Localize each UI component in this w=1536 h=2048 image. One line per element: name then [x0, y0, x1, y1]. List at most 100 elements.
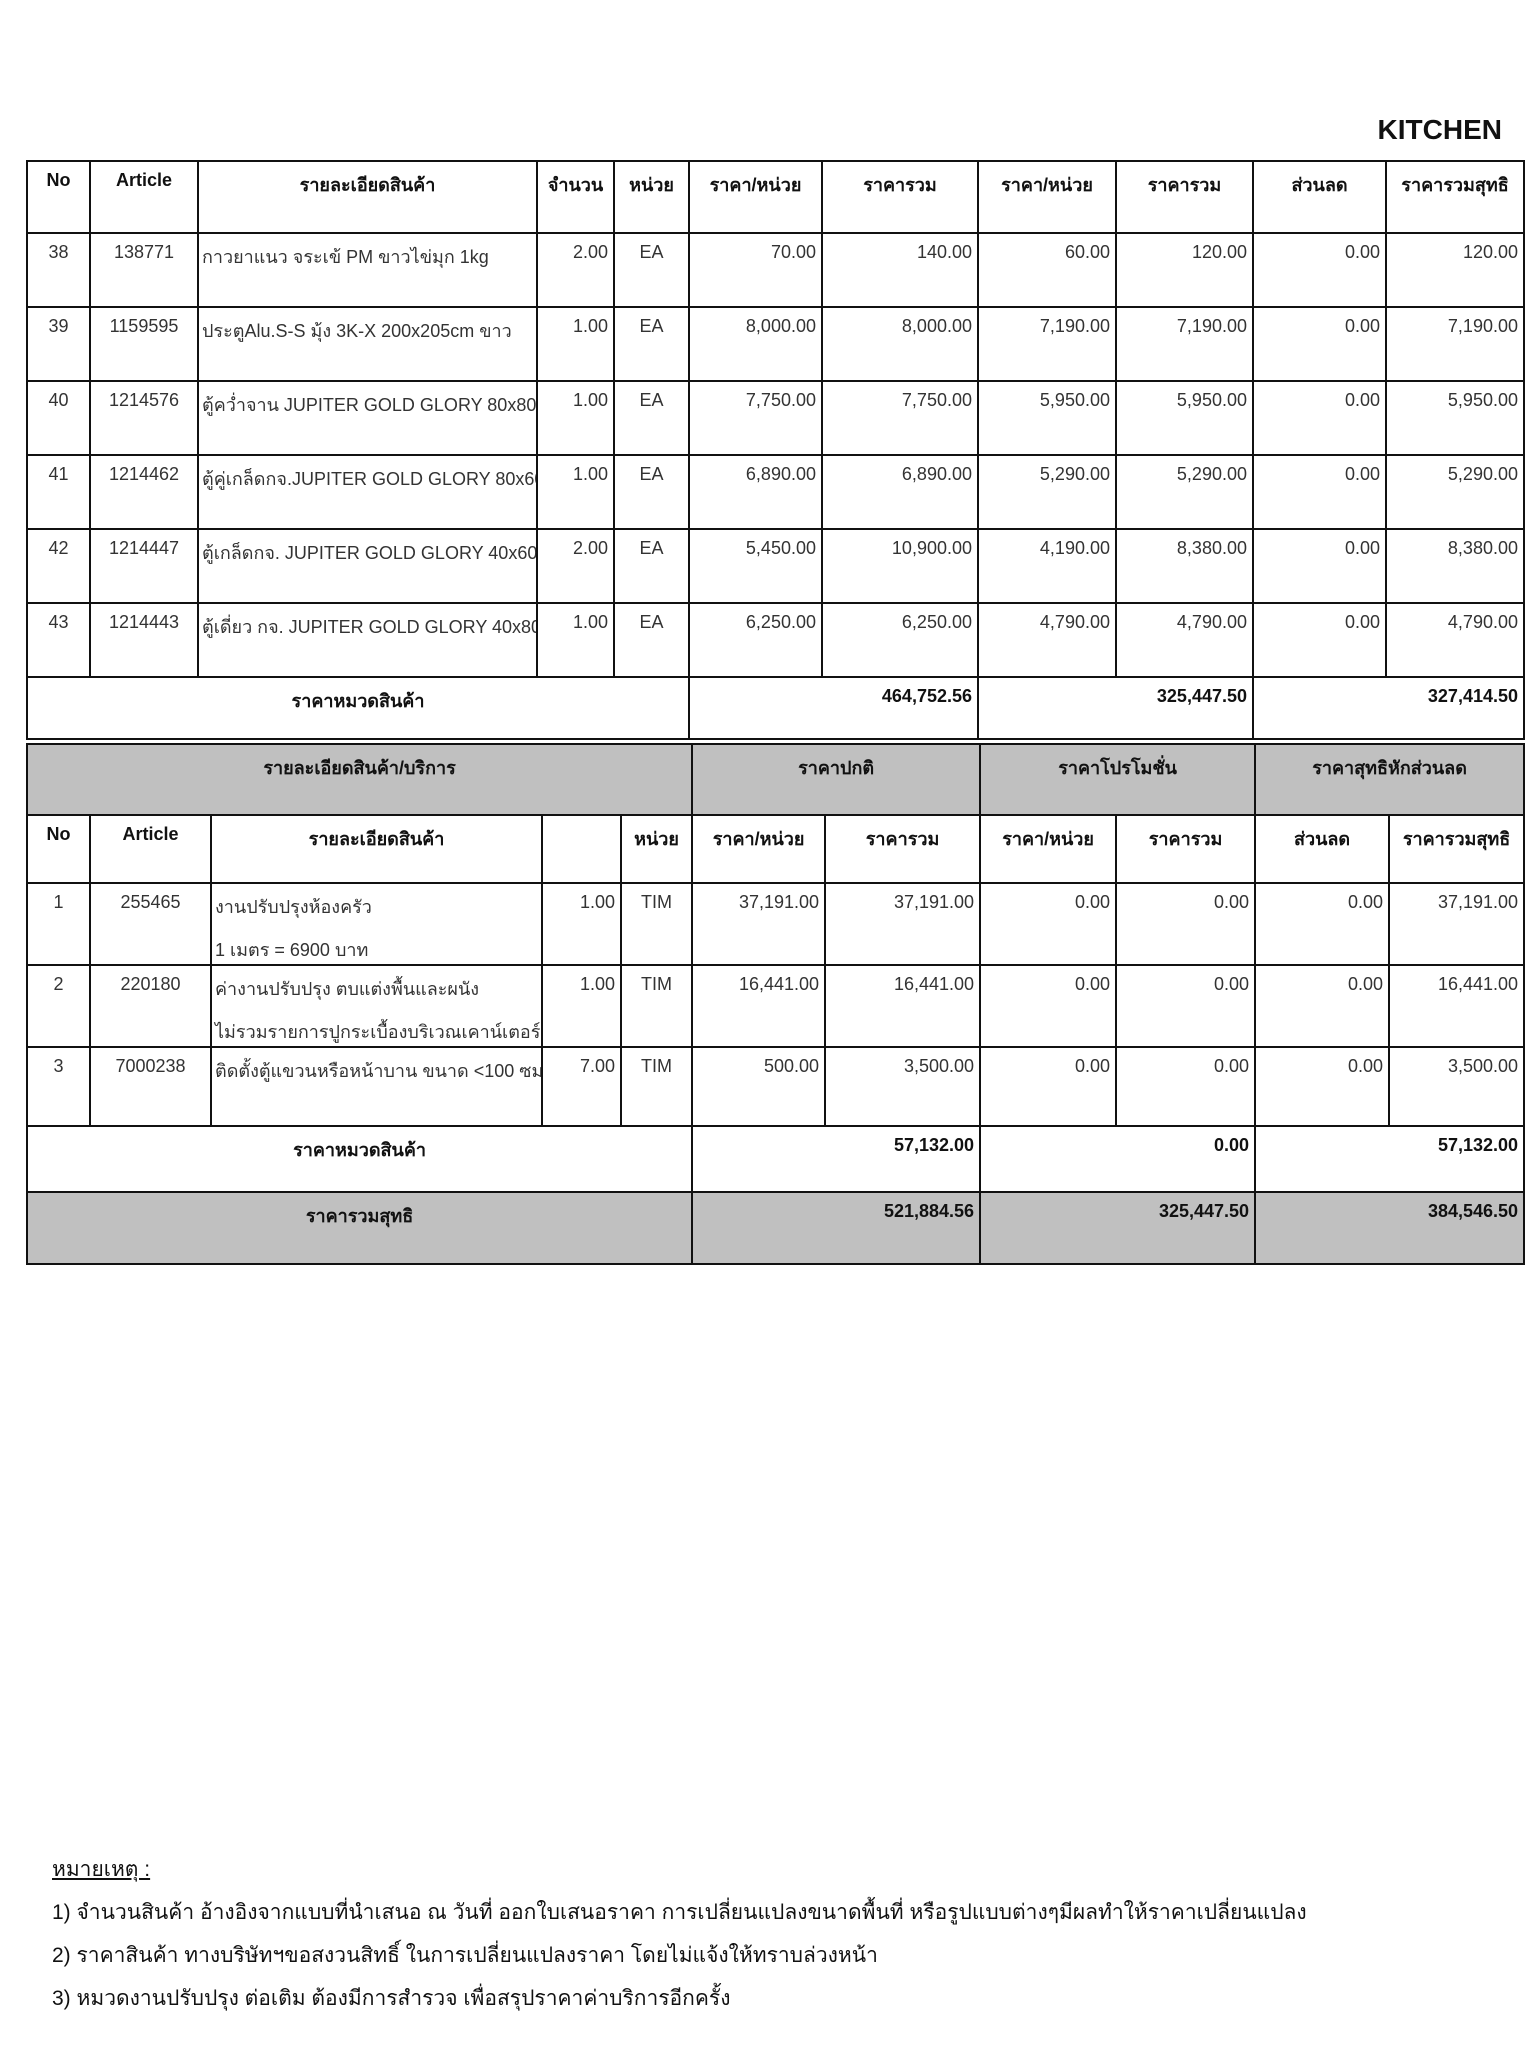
- cell-unit: EA: [613, 454, 690, 530]
- column-header: Article: [89, 160, 199, 234]
- cell-article: 1159595: [89, 306, 199, 382]
- cell-net: 5,950.00: [1385, 380, 1525, 456]
- cell-promo-unit: 7,190.00: [977, 306, 1117, 382]
- cell-total: 16,441.00: [824, 964, 982, 1048]
- cell-no: 41: [26, 454, 91, 530]
- cell-unit: TIM: [619, 1046, 694, 1127]
- cell-unit-price: 37,191.00: [691, 882, 827, 966]
- description-line-2: ไม่รวมรายการปูกระเบื้องบริเวณเคาน์เตอร์: [215, 1022, 541, 1042]
- column-header: ราคารวมสุทธิ: [1385, 160, 1525, 234]
- header-row: No Article รายละเอียดสินค้า จำนวน หน่วย ราคา/…: [26, 160, 1525, 234]
- group-header-row: รายละเอียดสินค้า/บริการ ราคาปกติ ราคาโปรโม…: [25, 743, 1526, 816]
- note-item: 1) จำนวนสินค้า อ้างอิงจากแบบที่นำเสนอ ณ …: [52, 1901, 1307, 1924]
- cell-total: 7,750.00: [821, 380, 979, 456]
- column-header: No: [26, 814, 91, 884]
- cell-no: 3: [26, 1046, 91, 1127]
- cell-discount: 0.00: [1254, 964, 1391, 1048]
- cell-unit-price: 500.00: [691, 1046, 827, 1127]
- cell-total: 6,250.00: [821, 602, 979, 678]
- cell-qty: 1.00: [536, 602, 615, 678]
- grand-total-row-regular: 521,884.56: [691, 1191, 982, 1265]
- cell-unit-price: 8,000.00: [688, 306, 823, 382]
- subtotal-row-label: ราคาหมวดสินค้า: [25, 1125, 694, 1193]
- cell-promo-total: 5,950.00: [1115, 380, 1254, 456]
- column-header: รายละเอียดสินค้า: [197, 160, 538, 234]
- cell-desc: งานปรับปรุงห้องครัว 1 เมตร = 6900 บาท: [210, 882, 543, 966]
- cell-article: 1214462: [89, 454, 199, 530]
- subtotal-row: ราคาหมวดสินค้า 464,752.56 325,447.50 327,41…: [26, 676, 1525, 740]
- cell-promo-unit: 0.00: [979, 1046, 1118, 1127]
- cell-unit-price: 7,750.00: [688, 380, 823, 456]
- column-header: [541, 814, 622, 884]
- cell-unit: EA: [613, 528, 690, 604]
- table-row: 39 1159595 ประตูAlu.S-S มุ้ง 3K-X 200x205c…: [26, 306, 1525, 382]
- column-header: ราคา/หน่วย: [691, 814, 827, 884]
- cell-no: 40: [26, 380, 91, 456]
- cell-desc: กาวยาแนว จระเข้ PM ขาวไข่มุก 1kg: [197, 232, 538, 308]
- subtotal-row: ราคาหมวดสินค้า 57,132.00 0.00 57,132.00: [25, 1125, 1526, 1193]
- cell-total: 10,900.00: [821, 528, 979, 604]
- subtotal-row-net: 327,414.50: [1252, 676, 1525, 740]
- table-row: 38 138771 กาวยาแนว จระเข้ PM ขาวไข่มุก 1kg…: [26, 232, 1525, 308]
- column-header: ราคารวม: [821, 160, 979, 234]
- cell-unit-price: 5,450.00: [688, 528, 823, 604]
- column-header: ส่วนลด: [1254, 814, 1391, 884]
- cell-promo-unit: 0.00: [979, 964, 1118, 1048]
- cell-qty: 1.00: [541, 964, 622, 1048]
- cell-unit: EA: [613, 380, 690, 456]
- cell-article: 220180: [89, 964, 212, 1048]
- cell-discount: 0.00: [1254, 882, 1391, 966]
- grand-total-row-promo: 325,447.50: [979, 1191, 1257, 1265]
- cell-net: 7,190.00: [1385, 306, 1525, 382]
- cell-total: 8,000.00: [821, 306, 979, 382]
- cell-desc: ตู้คว่ำจาน JUPITER GOLD GLORY 80x80cm: [197, 380, 538, 456]
- grand-total-row-net: 384,546.50: [1254, 1191, 1526, 1265]
- column-header: Article: [89, 814, 212, 884]
- column-header: ราคารวม: [1115, 160, 1254, 234]
- cell-no: 39: [26, 306, 91, 382]
- cell-promo-total: 5,290.00: [1115, 454, 1254, 530]
- column-header: รายละเอียดสินค้า: [210, 814, 543, 884]
- subtotal-row-label: ราคาหมวดสินค้า: [26, 676, 690, 740]
- table-row: 2 220180 ค่างานปรับปรุง ตบแต่งพื้นและผนังไ…: [26, 964, 1526, 1048]
- cell-unit-price: 70.00: [688, 232, 823, 308]
- group-header-promo: ราคาโปรโมชั่น: [979, 743, 1257, 816]
- subtotal-row-promo: 0.00: [979, 1125, 1257, 1193]
- cell-unit: EA: [613, 602, 690, 678]
- cell-unit: EA: [613, 232, 690, 308]
- subtotal-row-net: 57,132.00: [1254, 1125, 1526, 1193]
- table-row: 40 1214576 ตู้คว่ำจาน JUPITER GOLD GLORY 8…: [26, 380, 1525, 456]
- table-row: 1 255465 งานปรับปรุงห้องครัว 1 เมตร = 6900 …: [26, 882, 1526, 966]
- table-row: 3 7000238 ติดตั้งตู้แขวนหรือหน้าบาน ขนาด <…: [26, 1046, 1526, 1127]
- products-table: No Article รายละเอียดสินค้า จำนวน หน่วย ราคา/…: [26, 160, 1525, 740]
- cell-unit: TIM: [619, 882, 694, 966]
- column-header: จำนวน: [536, 160, 615, 234]
- cell-net: 4,790.00: [1385, 602, 1525, 678]
- cell-qty: 1.00: [541, 882, 622, 966]
- cell-total: 6,890.00: [821, 454, 979, 530]
- cell-promo-unit: 5,290.00: [977, 454, 1117, 530]
- cell-discount: 0.00: [1252, 454, 1387, 530]
- cell-promo-total: 0.00: [1115, 964, 1257, 1048]
- cell-no: 2: [26, 964, 91, 1048]
- description-line: ติดตั้งตู้แขวนหรือหน้าบาน ขนาด <100 ซม.: [215, 1061, 542, 1081]
- table-row: 41 1214462 ตู้คู่เกล็ดกจ.JUPITER GOLD GLOR…: [26, 454, 1525, 530]
- cell-promo-unit: 60.00: [977, 232, 1117, 308]
- column-header: หน่วย: [613, 160, 690, 234]
- column-header: ส่วนลด: [1252, 160, 1387, 234]
- cell-total: 37,191.00: [824, 882, 982, 966]
- cell-qty: 7.00: [541, 1046, 622, 1127]
- cell-no: 42: [26, 528, 91, 604]
- cell-unit: TIM: [619, 964, 694, 1048]
- cell-discount: 0.00: [1254, 1046, 1391, 1127]
- page-title: KITCHEN: [1377, 114, 1502, 145]
- cell-desc: ตู้เดี่ยว กจ. JUPITER GOLD GLORY 40x80cm: [197, 602, 538, 678]
- cell-no: 1: [26, 882, 91, 966]
- cell-net: 5,290.00: [1385, 454, 1525, 530]
- cell-desc: ตู้คู่เกล็ดกจ.JUPITER GOLD GLORY 80x60cm: [197, 454, 538, 530]
- cell-article: 1214576: [89, 380, 199, 456]
- services-table: รายละเอียดสินค้า/บริการ ราคาปกติ ราคาโปรโม…: [25, 743, 1526, 1265]
- cell-discount: 0.00: [1252, 602, 1387, 678]
- note-item: 2) ราคาสินค้า ทางบริษัทฯขอสงวนสิทธิ์ ในก…: [52, 1944, 878, 1967]
- column-header: ราคารวม: [824, 814, 982, 884]
